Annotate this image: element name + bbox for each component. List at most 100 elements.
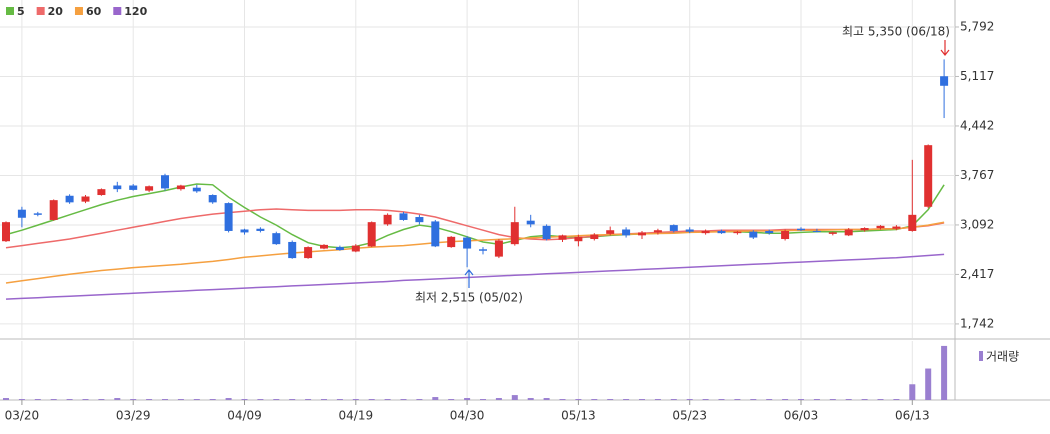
volume-bar: [829, 399, 836, 400]
candle-body: [447, 236, 456, 248]
candle-body: [224, 203, 233, 231]
candle-body: [272, 233, 281, 245]
candle-body: [97, 189, 106, 196]
legend-label: 120: [124, 5, 147, 18]
candle-body: [113, 185, 122, 190]
volume-bar: [909, 384, 916, 400]
candle-body: [606, 230, 615, 234]
volume-bar: [845, 399, 852, 400]
volume-bar: [368, 399, 375, 400]
volume-bar: [511, 395, 518, 400]
volume-bar: [18, 399, 25, 400]
legend-swatch: [6, 7, 14, 15]
volume-bar: [575, 399, 582, 400]
candle-body: [638, 232, 646, 236]
volume-bar: [130, 399, 137, 400]
legend-label: 20: [48, 5, 64, 18]
volume-bar: [3, 398, 9, 400]
annotation-arrow: [940, 40, 950, 56]
volume-bar: [66, 399, 73, 400]
volume-bar: [432, 397, 439, 400]
candle-body: [940, 76, 949, 86]
volume-bar: [893, 399, 900, 400]
candle-body: [653, 230, 662, 233]
volume-bar: [861, 399, 868, 400]
volume-bar: [607, 399, 614, 400]
candle-body: [542, 225, 551, 240]
candle-body: [669, 225, 678, 231]
volume-bar: [670, 399, 677, 400]
y-tick-label: 5,117: [960, 69, 994, 83]
volume-bar: [34, 399, 41, 400]
annotation: 최저 2,515 (05/02): [415, 291, 523, 305]
candle-body: [335, 247, 344, 251]
annotation: 최고 5,350 (06/18): [842, 25, 950, 39]
candle-body: [510, 222, 519, 245]
volume-bar: [146, 399, 153, 400]
candle-body: [494, 240, 503, 257]
candle-body: [797, 228, 805, 231]
legend-swatch: [113, 7, 122, 15]
volume-bar: [639, 399, 645, 400]
volume-bar: [798, 399, 804, 400]
volume-bar: [162, 399, 168, 400]
candle-body: [65, 195, 74, 203]
volume-bar: [448, 399, 455, 400]
volume-bar: [480, 399, 486, 400]
candle-body: [749, 231, 758, 238]
annotation-arrow: [464, 269, 474, 288]
ma-line: [5, 221, 945, 284]
volume-bar: [686, 399, 693, 400]
candle-body: [33, 213, 42, 215]
volume-bar: [782, 399, 789, 400]
volume-bar: [623, 399, 630, 400]
x-tick-label: 03/20: [5, 409, 40, 423]
candle-body: [208, 195, 217, 203]
candle-body: [733, 231, 742, 234]
volume-bar: [225, 398, 232, 400]
volume-bar: [543, 398, 550, 400]
volume-bar: [321, 399, 327, 400]
candle-body: [351, 245, 360, 252]
candle-body: [367, 222, 376, 247]
candle-body: [288, 241, 297, 259]
volume-bar: [241, 399, 248, 400]
volume-bar: [813, 399, 820, 400]
candle-body: [145, 186, 154, 191]
candle-body: [192, 187, 201, 192]
volume-bar: [495, 398, 502, 400]
x-tick-label: 06/03: [784, 409, 819, 423]
candle-body: [828, 232, 837, 234]
volume-bar: [925, 368, 932, 400]
y-tick-label: 3,092: [960, 217, 994, 231]
volume-bar: [193, 399, 200, 400]
volume-bar: [50, 399, 57, 400]
volume-bar: [416, 399, 423, 400]
candle-body: [161, 175, 169, 189]
volume-bar: [273, 399, 280, 400]
candle-body: [876, 225, 885, 229]
volume-bar: [114, 398, 121, 400]
x-tick-label: 05/13: [561, 409, 596, 423]
candle-body: [399, 213, 408, 220]
candle-body: [892, 226, 901, 229]
candle-body: [304, 247, 313, 259]
volume-bar: [718, 399, 725, 400]
x-tick-label: 04/09: [227, 409, 262, 423]
candle-body: [924, 145, 933, 207]
volume-bar: [384, 399, 391, 400]
candle-body: [320, 244, 328, 249]
y-tick-label: 3,767: [960, 168, 994, 182]
volume-bar: [702, 399, 709, 400]
candle-body: [765, 230, 774, 234]
candle-body: [383, 214, 392, 225]
candle-body: [844, 229, 853, 236]
candle-body: [81, 196, 90, 202]
candle-body: [558, 235, 567, 240]
legend-swatch: [36, 7, 45, 15]
x-tick-label: 04/30: [450, 409, 485, 423]
candle-body: [49, 200, 58, 220]
volume-bar: [82, 399, 89, 400]
volume-bar: [464, 398, 471, 400]
candle-body: [2, 222, 10, 242]
